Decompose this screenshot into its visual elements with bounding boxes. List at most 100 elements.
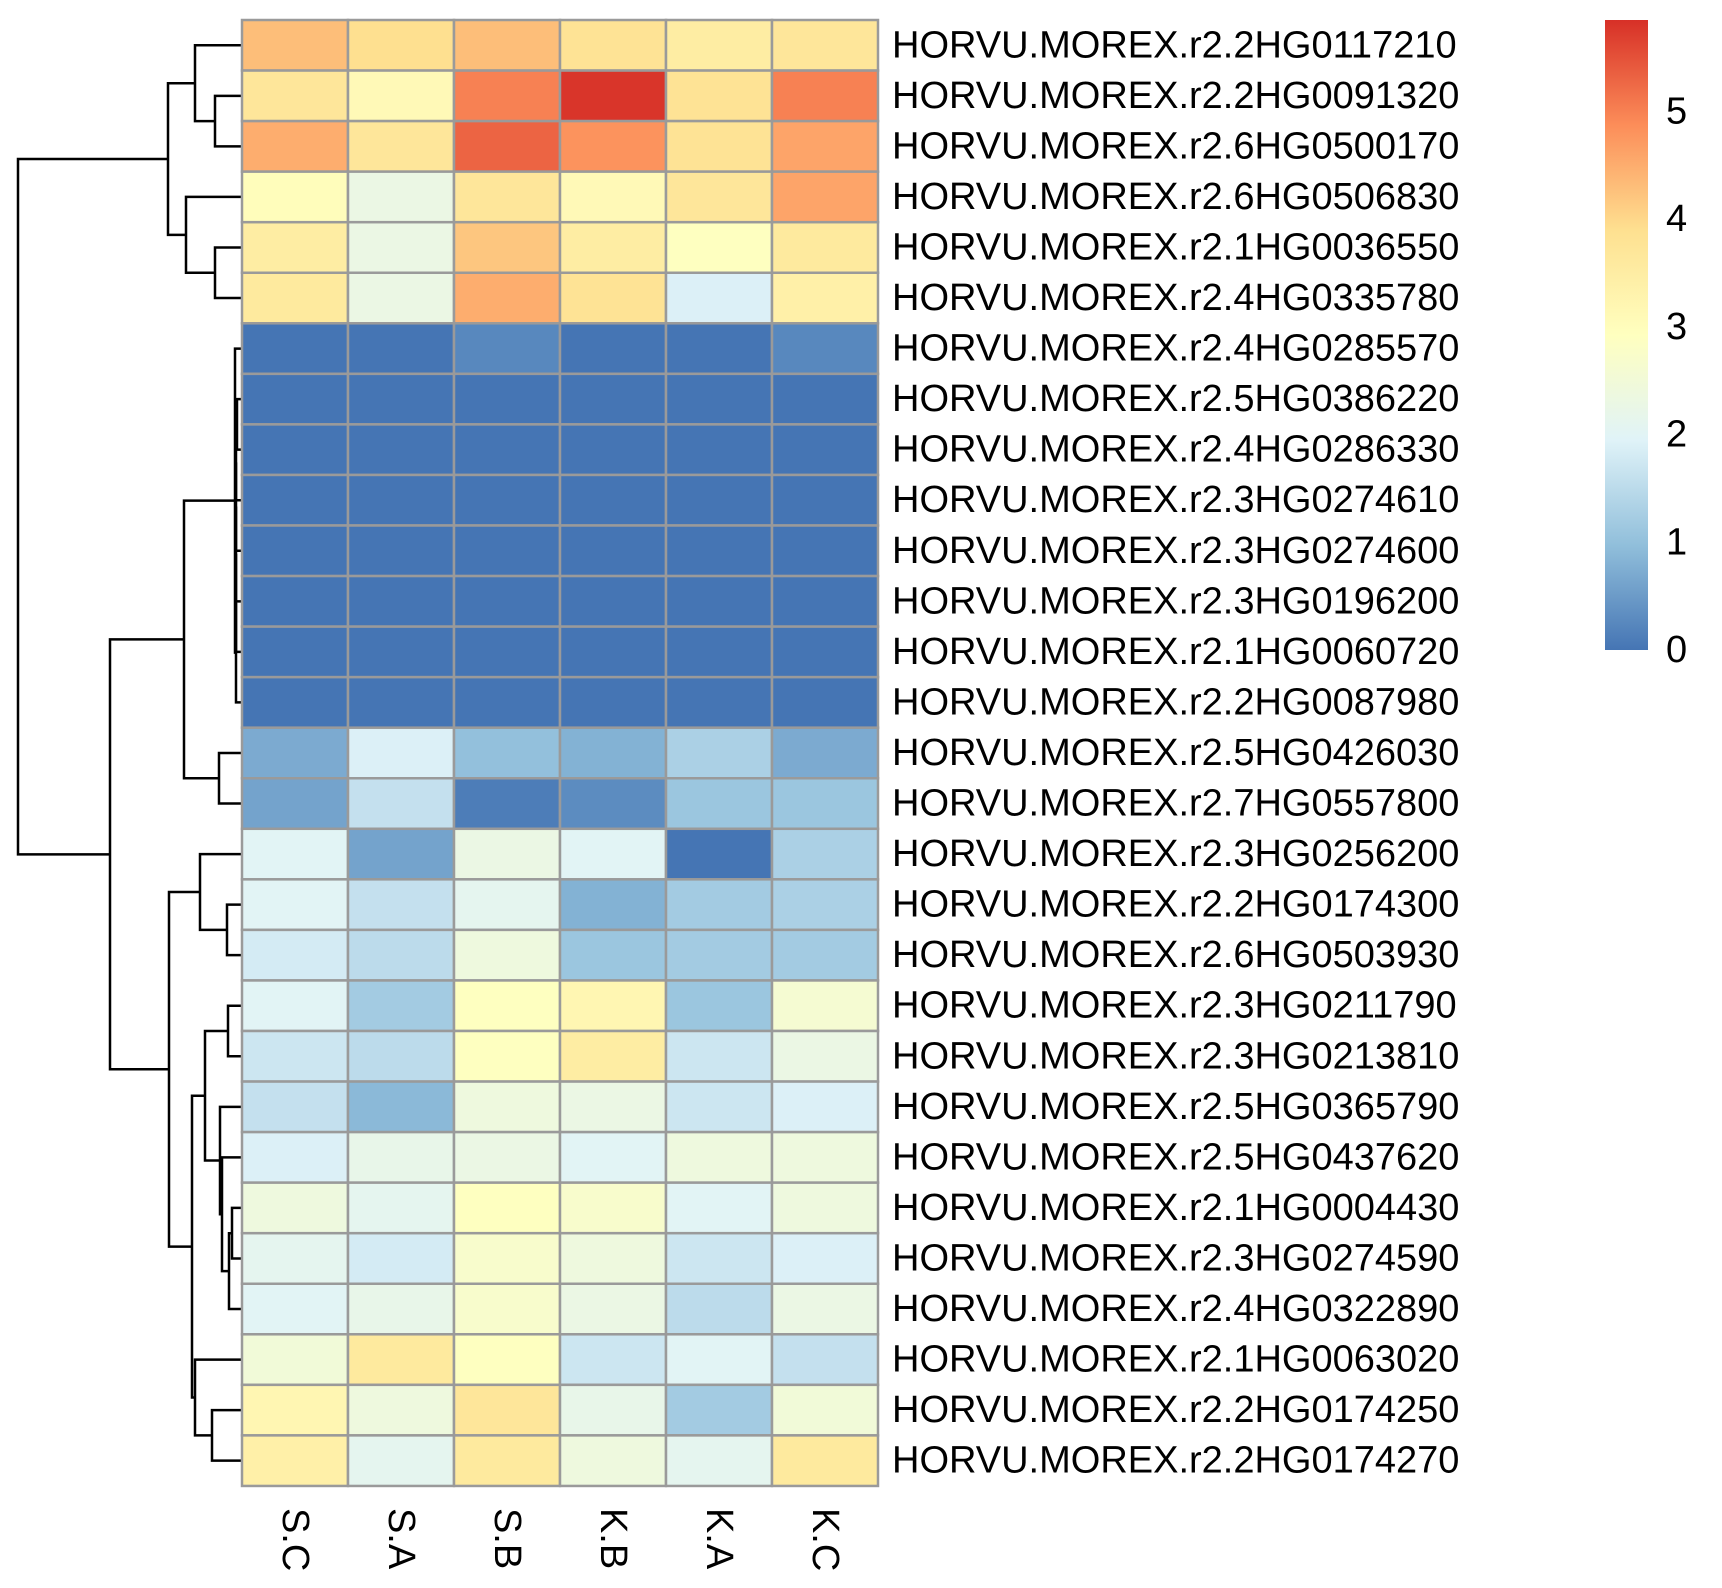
heatmap-cell <box>770 1080 880 1134</box>
dendrogram-branch <box>203 1029 228 1162</box>
column-label: K.C <box>804 1508 846 1571</box>
heatmap-cell <box>452 1434 562 1488</box>
row-label: HORVU.MOREX.r2.4HG0285570 <box>892 328 1459 370</box>
row-label: HORVU.MOREX.r2.3HG0211790 <box>892 985 1457 1027</box>
row-label: HORVU.MOREX.r2.3HG0213810 <box>892 1035 1459 1077</box>
colorbar-tick-label: 1 <box>1666 521 1687 563</box>
row-label: HORVU.MOREX.r2.2HG0174270 <box>892 1440 1459 1482</box>
heatmap-cell <box>770 1282 880 1336</box>
heatmap-cell <box>240 372 350 426</box>
heatmap-cell <box>558 777 668 831</box>
dendrogram-branch <box>230 1206 242 1260</box>
heatmap-cell <box>346 1333 456 1387</box>
row-label: HORVU.MOREX.r2.4HG0286330 <box>892 429 1459 471</box>
column-label: K.A <box>698 1508 740 1570</box>
column-label: S.C <box>274 1508 316 1571</box>
heatmap-cell <box>240 827 350 881</box>
heatmap-cell <box>770 170 880 224</box>
heatmap-cell <box>558 271 668 325</box>
row-label: HORVU.MOREX.r2.5HG0365790 <box>892 1086 1459 1128</box>
heatmap-cell <box>240 1434 350 1488</box>
heatmap-cell <box>240 574 350 628</box>
heatmap-cell <box>240 1080 350 1134</box>
dendrogram-branch <box>210 1408 242 1462</box>
dendrogram-branch <box>16 157 168 856</box>
heatmap-cell <box>240 271 350 325</box>
row-label: HORVU.MOREX.r2.2HG0174250 <box>892 1389 1459 1431</box>
dendrogram-branch <box>225 903 242 957</box>
heatmap-cell <box>770 372 880 426</box>
heatmap-cell <box>664 1383 774 1437</box>
heatmap-cell <box>452 1181 562 1235</box>
column-label: K.B <box>592 1508 634 1569</box>
row-dendrogram <box>16 44 242 1462</box>
row-label: HORVU.MOREX.r2.3HG0274590 <box>892 1237 1459 1279</box>
heatmap-cell <box>240 675 350 729</box>
row-label: HORVU.MOREX.r2.6HG0506830 <box>892 176 1459 218</box>
heatmap-cell <box>346 625 456 679</box>
heatmap-cell <box>770 473 880 527</box>
heatmap-cell <box>346 1181 456 1235</box>
heatmap-cell <box>558 1383 668 1437</box>
heatmap-cell <box>240 1282 350 1336</box>
heatmap-cell <box>346 878 456 932</box>
heatmap-cell <box>346 675 456 729</box>
heatmap-cell <box>770 726 880 780</box>
heatmap-cell <box>770 625 880 679</box>
heatmap-cell <box>240 1383 350 1437</box>
heatmap-cell <box>558 18 668 72</box>
heatmap-cell <box>664 1282 774 1336</box>
heatmap-cell <box>346 423 456 477</box>
heatmap-cell <box>452 524 562 578</box>
heatmap-cell <box>452 1130 562 1184</box>
heatmap-cell <box>452 1383 562 1437</box>
heatmap-cell <box>452 372 562 426</box>
heatmap-cell <box>346 928 456 982</box>
heatmap-cell <box>664 372 774 426</box>
row-label: HORVU.MOREX.r2.2HG0091320 <box>892 75 1459 117</box>
heatmap-cell <box>770 979 880 1033</box>
colorbar-tick-label: 0 <box>1666 629 1687 671</box>
column-labels: S.C S.A S.B K.B K.A K.C <box>274 1508 846 1571</box>
heatmap-cell <box>558 675 668 729</box>
heatmap-cell <box>240 777 350 831</box>
heatmap-cell <box>452 1231 562 1285</box>
row-label: HORVU.MOREX.r2.3HG0256200 <box>892 833 1459 875</box>
heatmap-cell <box>770 675 880 729</box>
dendrogram-branch <box>217 751 242 805</box>
heatmap-cell <box>346 574 456 628</box>
heatmap-cell <box>664 625 774 679</box>
heatmap-cell <box>452 322 562 376</box>
heatmap-cell <box>664 69 774 123</box>
dendrogram-branch <box>166 81 195 237</box>
heatmap-cell <box>346 726 456 780</box>
heatmap-cell <box>452 119 562 173</box>
heatmap-cell <box>558 1181 668 1235</box>
heatmap-cell <box>770 322 880 376</box>
heatmap-cell <box>770 271 880 325</box>
heatmap-cell <box>664 726 774 780</box>
color-legend: 0 1 2 3 4 5 <box>1605 20 1687 671</box>
heatmap-cell <box>346 1029 456 1083</box>
heatmap-cell <box>452 170 562 224</box>
heatmap-cell <box>558 524 668 578</box>
heatmap-cell <box>346 372 456 426</box>
heatmap-cell <box>770 220 880 274</box>
heatmap-cell <box>240 928 350 982</box>
heatmap-cell <box>452 271 562 325</box>
row-label: HORVU.MOREX.r2.2HG0117210 <box>892 24 1457 66</box>
heatmap-cell <box>346 1231 456 1285</box>
row-label: HORVU.MOREX.r2.4HG0322890 <box>892 1288 1459 1330</box>
heatmap-cell <box>452 777 562 831</box>
row-label: HORVU.MOREX.r2.7HG0557800 <box>892 783 1459 825</box>
dendrogram-branch <box>182 499 235 780</box>
heatmap-cell <box>240 726 350 780</box>
heatmap-cell <box>452 423 562 477</box>
heatmap-cell <box>770 69 880 123</box>
heatmap-cell <box>558 928 668 982</box>
heatmap-cell <box>558 1434 668 1488</box>
row-label: HORVU.MOREX.r2.6HG0500170 <box>892 125 1459 167</box>
heatmap-cell <box>240 625 350 679</box>
heatmap-cell <box>346 220 456 274</box>
heatmap-cell <box>664 878 774 932</box>
